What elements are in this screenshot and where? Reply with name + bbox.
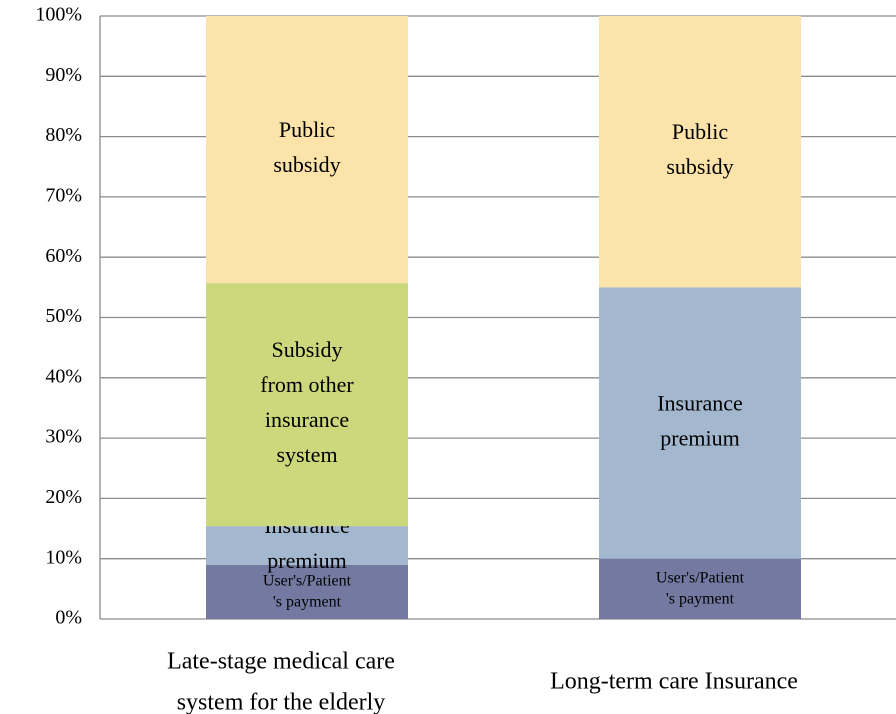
y-tick-label: 80% xyxy=(45,124,82,146)
y-tick-label: 20% xyxy=(45,486,82,508)
segment-label: Subsidy from other insurance system xyxy=(260,337,354,467)
segment-label: Public subsidy xyxy=(666,119,733,179)
x-tick-label: Long-term care Insurance xyxy=(550,669,798,695)
bar-segment xyxy=(599,558,801,619)
y-tick-label: 30% xyxy=(45,426,82,448)
y-tick-label: 90% xyxy=(45,64,82,86)
y-tick-label: 70% xyxy=(45,184,82,206)
bar-segment xyxy=(206,16,408,284)
y-tick-label: 50% xyxy=(45,305,82,327)
bar-segment xyxy=(599,16,801,288)
y-tick-label: 10% xyxy=(45,546,82,568)
y-tick-label: 100% xyxy=(35,4,82,26)
bar-segment xyxy=(206,526,408,565)
segment-label: User's/Patient's payment xyxy=(656,569,745,607)
bar-segment xyxy=(206,283,408,527)
y-tick-label: 60% xyxy=(45,245,82,267)
bar-segment xyxy=(599,287,801,559)
segment-label: User's/Patient's payment xyxy=(263,572,352,610)
segment-label: Public subsidy xyxy=(273,117,340,177)
x-tick-label: Late-stage medical care system for the el… xyxy=(167,648,395,714)
y-tick-label: 40% xyxy=(45,365,82,387)
y-tick-label: 0% xyxy=(55,607,82,629)
bar-segment xyxy=(206,564,408,619)
